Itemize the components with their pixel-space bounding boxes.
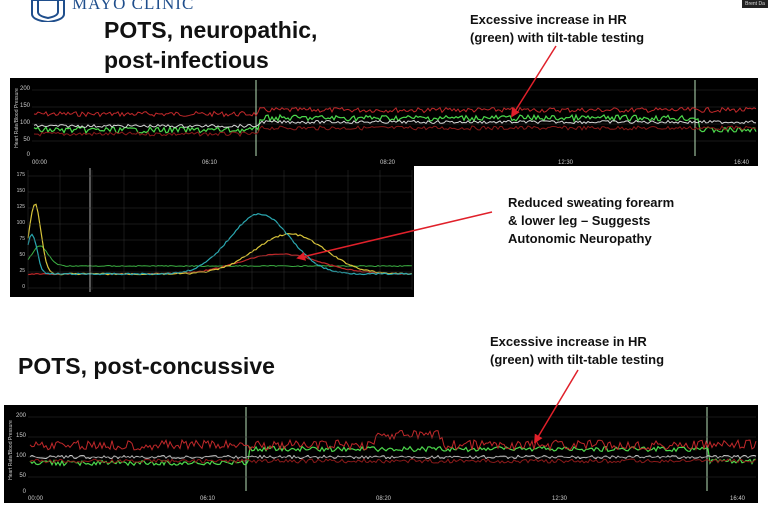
trace-systolic-2 — [29, 429, 757, 452]
sweat-ytick: 175 — [17, 172, 26, 178]
chart1-ytick: 200 — [20, 86, 31, 92]
chart2-ytick: 0 — [23, 489, 27, 495]
chart1-ytick: 0 — [27, 152, 31, 158]
sweat-ytick: 25 — [19, 268, 25, 274]
chart1-xtick: 06:10 — [202, 160, 218, 166]
logo-text: MAYO CLINIC — [72, 0, 195, 13]
chart2-xtick: 12:30 — [552, 496, 568, 502]
trace-diastolic — [29, 458, 757, 464]
trace-systolic — [33, 106, 757, 118]
section2-annotation-line2: (green) with tilt-table testing — [490, 352, 665, 367]
sweat-ytick: 0 — [22, 284, 25, 290]
arrow-2 — [296, 211, 493, 261]
sweat-annotation-line1: Reduced sweating forearm — [508, 195, 675, 210]
trace-diastolic — [33, 125, 757, 137]
section2-title: POTS, post-concussive — [18, 353, 275, 379]
section2-annotation-line1: Excessive increase in HR — [490, 334, 647, 349]
chart1-xtick: 16:40 — [734, 160, 750, 166]
trace-heart-rate — [29, 445, 757, 467]
trace-mean — [33, 119, 757, 129]
section1-annotation-line1: Excessive increase in HR — [470, 12, 627, 27]
sweat-ytick: 50 — [19, 252, 25, 258]
section1-title-line2: post-infectious — [104, 47, 269, 73]
chart2-ytick: 100 — [16, 453, 27, 459]
arrow-3 — [534, 369, 579, 444]
sweat-annotation-line3: Autonomic Neuropathy — [508, 231, 652, 246]
chart2-xtick: 06:10 — [200, 496, 216, 502]
chart2-xtick: 16:40 — [730, 496, 746, 502]
chart2-ytick: 200 — [16, 413, 27, 419]
sweat-ytick: 125 — [17, 204, 26, 210]
mayo-clinic-logo-icon — [31, 0, 65, 22]
chart2-ytick: 50 — [19, 473, 26, 479]
chart1-xtick: 08:20 — [380, 160, 396, 166]
chart2-xtick: 08:20 — [376, 496, 392, 502]
chart1-ytick: 150 — [20, 103, 31, 109]
sweat-annotation-line2: & lower leg – Suggests — [508, 213, 651, 228]
sweat-ytick: 75 — [19, 236, 25, 242]
chart2-ytick: 150 — [16, 433, 27, 439]
section1-annotation-line2: (green) with tilt-table testing — [470, 30, 645, 45]
corner-badge: Brent Da — [742, 0, 768, 8]
sweat-ytick: 150 — [17, 188, 26, 194]
chart2-ylabel: Heart Rate/Blood Pressure — [8, 420, 14, 480]
chart2-xtick: 00:00 — [28, 496, 44, 502]
arrow-1 — [511, 45, 557, 118]
sweat-test-chart: 175 150 125 100 75 50 25 0 — [10, 166, 414, 297]
trace-heart-rate — [33, 113, 757, 135]
tilt-table-chart-2: Heart Rate/Blood Pressure 200 150 100 50… — [4, 405, 758, 503]
chart1-ytick: 50 — [23, 137, 30, 143]
sweat-ytick: 100 — [17, 220, 26, 226]
chart1-ytick: 100 — [20, 120, 31, 126]
chart1-xtick: 12:30 — [558, 160, 574, 166]
section1-title-line1: POTS, neuropathic, — [104, 17, 318, 43]
chart1-xtick: 00:00 — [32, 160, 48, 166]
chart1-ylabel: Heart Rate/Blood Pressure — [14, 88, 20, 148]
tilt-table-chart-1: Heart Rate/Blood Pressure 200 150 100 50… — [10, 78, 758, 166]
